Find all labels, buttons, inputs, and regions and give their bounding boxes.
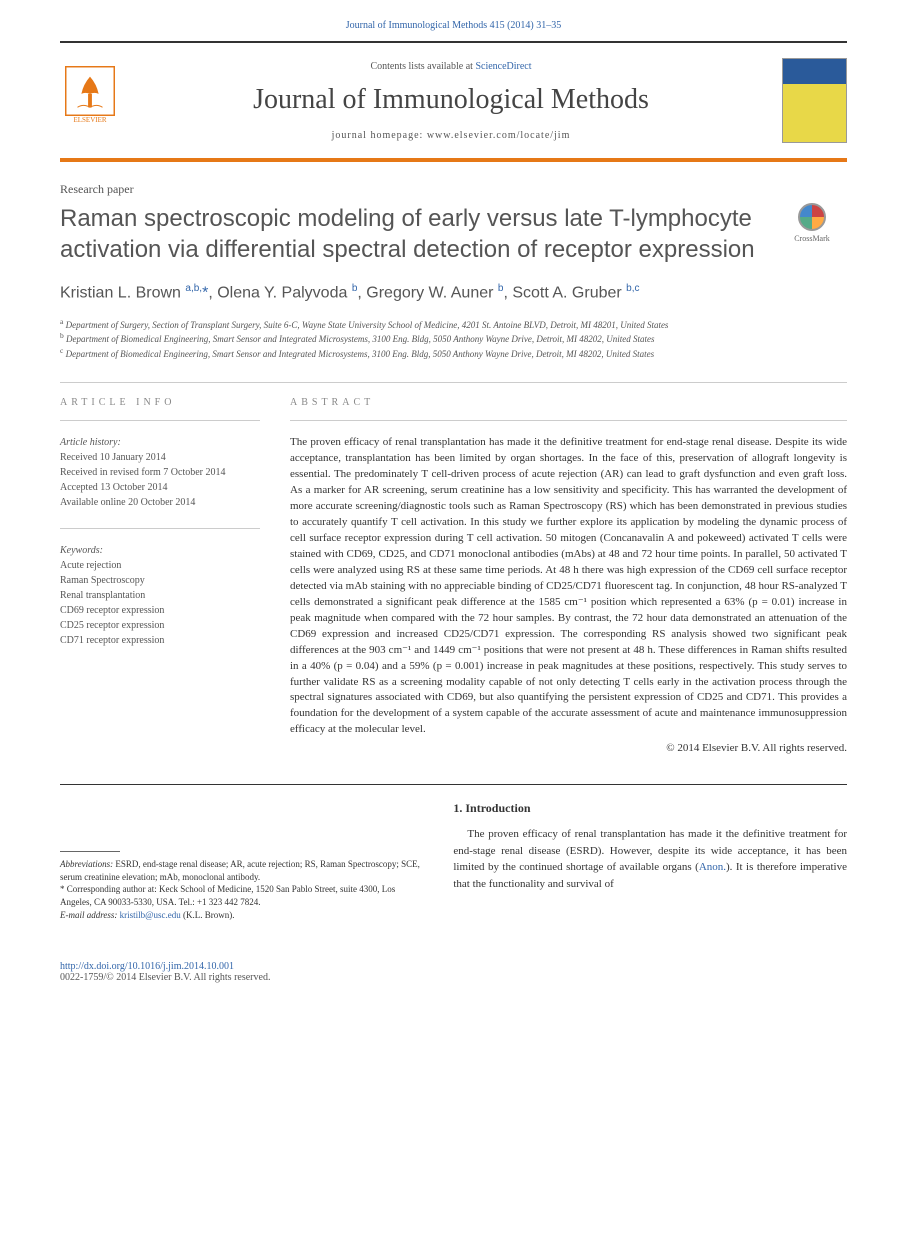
divider xyxy=(290,420,847,421)
footnotes: Abbreviations: ESRD, end-stage renal dis… xyxy=(60,801,423,921)
article-info-heading: article info xyxy=(60,397,260,408)
abstract-text: The proven efficacy of renal transplanta… xyxy=(290,435,847,738)
masthead-center: Contents lists available at ScienceDirec… xyxy=(140,61,762,141)
affiliations: a Department of Surgery, Section of Tran… xyxy=(60,317,847,361)
crossmark-badge[interactable]: CrossMark xyxy=(777,203,847,243)
masthead: ELSEVIER Contents lists available at Sci… xyxy=(60,41,847,162)
paper-type: Research paper xyxy=(60,182,847,197)
keyword: CD25 receptor expression xyxy=(60,618,260,633)
divider xyxy=(60,784,847,785)
history-line: Received in revised form 7 October 2014 xyxy=(60,465,260,480)
copyright: © 2014 Elsevier B.V. All rights reserved… xyxy=(290,742,847,754)
article-title: Raman spectroscopic modeling of early ve… xyxy=(60,203,757,265)
homepage-line: journal homepage: www.elsevier.com/locat… xyxy=(140,130,762,141)
divider xyxy=(60,528,260,529)
elsevier-tree-icon xyxy=(65,66,115,116)
keyword: Raman Spectroscopy xyxy=(60,573,260,588)
elsevier-logo: ELSEVIER xyxy=(60,66,120,136)
article-history: Article history: Received 10 January 201… xyxy=(60,435,260,510)
history-line: Available online 20 October 2014 xyxy=(60,495,260,510)
author-list: Kristian L. Brown a,b,*, Olena Y. Palyvo… xyxy=(60,283,847,302)
citation: Journal of Immunological Methods 415 (20… xyxy=(346,20,562,31)
citation-link[interactable]: Anon. xyxy=(699,861,726,873)
history-line: Received 10 January 2014 xyxy=(60,450,260,465)
keyword: CD69 receptor expression xyxy=(60,603,260,618)
contents-line: Contents lists available at ScienceDirec… xyxy=(140,61,762,72)
email-link[interactable]: kristilb@usc.edu xyxy=(120,910,181,920)
issn-copyright: 0022-1759/© 2014 Elsevier B.V. All right… xyxy=(60,972,270,983)
history-line: Accepted 13 October 2014 xyxy=(60,480,260,495)
crossmark-icon xyxy=(798,203,826,231)
journal-cover-thumbnail xyxy=(782,58,847,143)
sciencedirect-link[interactable]: ScienceDirect xyxy=(475,61,531,72)
keyword: Acute rejection xyxy=(60,558,260,573)
intro-text: The proven efficacy of renal transplanta… xyxy=(453,826,847,892)
journal-name: Journal of Immunological Methods xyxy=(140,84,762,116)
keywords: Keywords: Acute rejectionRaman Spectrosc… xyxy=(60,543,260,648)
keyword: Renal transplantation xyxy=(60,588,260,603)
elsevier-label: ELSEVIER xyxy=(73,116,106,124)
divider xyxy=(60,382,847,383)
running-head: Journal of Immunological Methods 415 (20… xyxy=(0,0,907,41)
homepage-url: www.elsevier.com/locate/jim xyxy=(427,130,571,141)
intro-heading: 1. Introduction xyxy=(453,801,847,816)
abstract-heading: abstract xyxy=(290,397,847,408)
keyword: CD71 receptor expression xyxy=(60,633,260,648)
doi-block: http://dx.doi.org/10.1016/j.jim.2014.10.… xyxy=(60,961,847,983)
doi-link[interactable]: http://dx.doi.org/10.1016/j.jim.2014.10.… xyxy=(60,961,234,972)
divider xyxy=(60,420,260,421)
